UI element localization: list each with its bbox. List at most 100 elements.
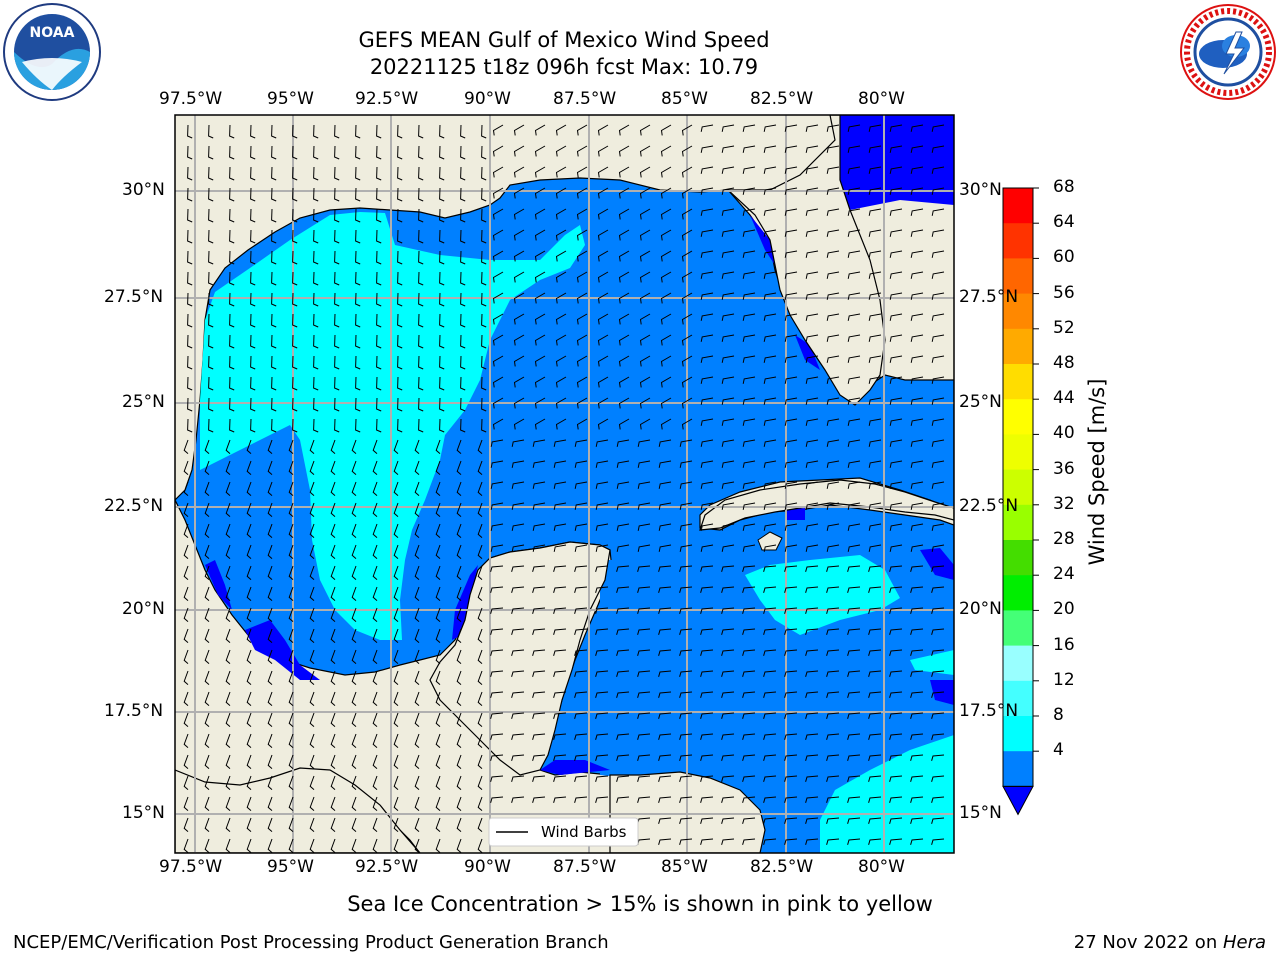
wind-barb [658,691,672,698]
wind-barb [460,187,466,202]
wind-barb [372,649,378,664]
wind-barb [460,418,466,433]
wind-barb [292,313,298,328]
lat-label-left: 27.5°N [104,287,164,307]
wind-barb [595,733,609,740]
wind-0-4-cuba-north [785,508,805,520]
wind-barb [826,775,840,782]
wind-barb [784,460,798,468]
wind-barb [477,460,483,475]
wind-barb [847,670,861,677]
wind-barb [309,775,315,790]
wind-barb [763,439,777,447]
wind-barb [700,481,714,489]
wind-barb [532,502,546,510]
wind-barb [330,460,336,475]
wind-barb [700,502,714,510]
wind-barb [805,460,819,468]
wind-barb [868,124,882,132]
wind-barb [910,334,924,342]
wind-barb [910,754,924,761]
wind-barb [372,565,378,580]
wind-barb [639,250,651,262]
wind-barb [700,586,714,593]
wind-barb [721,460,735,468]
wind-barb [267,460,273,475]
wind-barb [784,313,798,321]
wind-barb [393,691,399,706]
wind-barb [889,439,903,447]
wind-barb [267,439,273,454]
wind-barb [847,271,861,279]
wind-barb [616,649,630,656]
wind-barb [439,229,445,244]
colorbar-segment [1003,680,1033,717]
wind-barb [784,124,798,132]
wind-barb [492,418,504,430]
wind-barb [246,754,252,769]
wind-barb [868,838,882,845]
wind-barb [246,439,252,454]
wind-barb [490,649,504,656]
wind-barb [492,145,504,157]
wind-barb [847,481,861,489]
wind-barb [637,649,651,656]
wind-barb [889,124,903,132]
wind-barb [246,733,252,748]
wind-barb [576,292,588,304]
wind-barb [574,607,588,614]
wind-barb [889,670,903,677]
wind-barb [868,754,882,761]
wind-barb [490,544,504,552]
wind-barb [805,733,819,740]
wind-barb [288,565,294,580]
wind-barb [700,376,714,384]
wind-barb [637,586,651,593]
wind-barb [553,775,567,782]
colorbar-segment [1003,223,1033,259]
wind-barb [355,397,361,412]
wind-barb [372,754,378,769]
wind-barb [334,292,340,307]
wind-barb [910,607,924,614]
wind-barb [868,187,882,195]
wind-barb [700,208,714,216]
wind-barb [868,649,882,656]
colorbar-tick-label: 48 [1053,353,1075,373]
wind-barb [889,544,903,552]
wind-barb [574,439,588,447]
wind-barb [679,481,693,489]
wind-barb [204,754,210,769]
wind-barb [889,565,903,572]
wind-barb [910,418,924,426]
wind-barb [931,586,945,593]
wind-barb [637,628,651,635]
wind-barb [456,838,462,853]
wind-barb [397,355,403,370]
wind-barb [595,796,609,803]
wind-barb [721,481,735,489]
wind-barb [931,208,945,216]
wind-barb [805,502,819,510]
wind-barb [700,523,714,531]
wind-barb [309,817,315,832]
wind-barb [868,418,882,426]
wind-barb [805,670,819,677]
wind-barb [595,775,609,782]
wind-barb [595,607,609,614]
wind-barb [889,376,903,384]
wind-barb [477,586,483,601]
wind-barb [534,229,546,241]
wind-barb [330,544,336,559]
wind-barb [910,124,924,132]
wind-barb [246,586,252,601]
graticule [175,115,954,853]
wind-barb [826,691,840,698]
wind-barb [313,334,319,349]
wind-barb [414,544,420,559]
wind-barb [229,187,235,202]
wind-barb [439,292,445,307]
wind-barb [660,334,672,346]
wind-barb [616,796,630,803]
wind-barb [805,754,819,761]
